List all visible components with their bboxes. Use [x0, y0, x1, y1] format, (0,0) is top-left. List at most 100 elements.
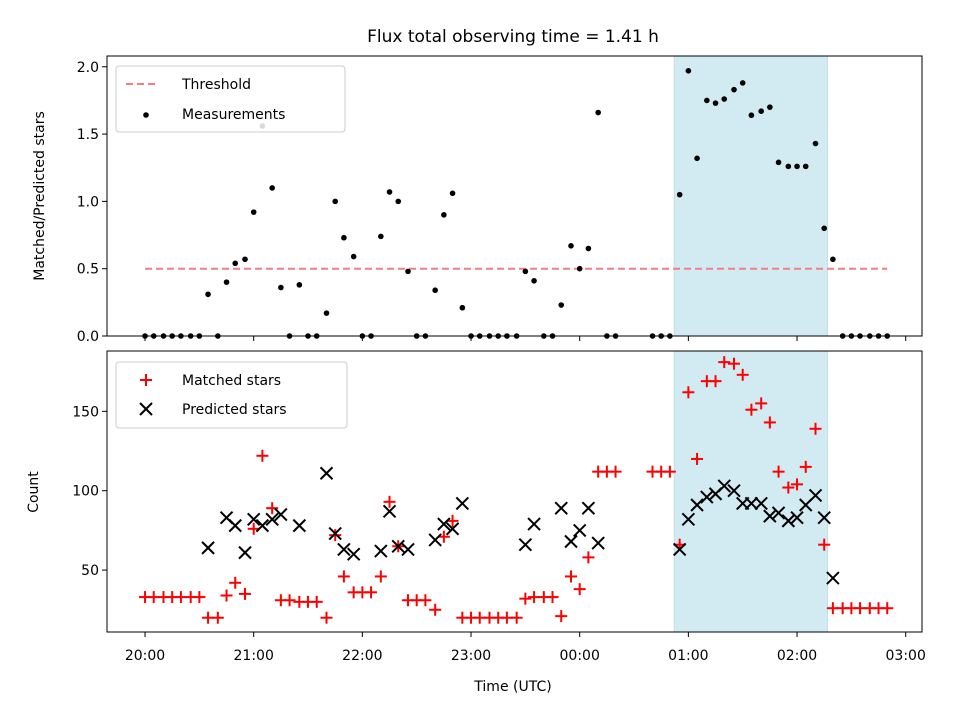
matched-star-point [791, 478, 804, 491]
measurement-point [405, 268, 411, 275]
matched-star-point [772, 465, 785, 478]
measurement-point [386, 189, 393, 195]
count-marks [139, 356, 894, 624]
measurement-point [205, 291, 211, 298]
predicted-star-point [346, 547, 361, 561]
measurement-point [812, 140, 819, 147]
measurement-point [232, 260, 239, 267]
matched-star-point [374, 570, 387, 583]
count-legend-box [115, 361, 348, 429]
measurement-point [459, 304, 466, 311]
predicted-star-point [292, 518, 307, 533]
measurement-point [341, 234, 347, 241]
count-y-tick-label: 100 [72, 484, 99, 500]
matched-star-point [663, 465, 676, 478]
count-panel: 50 100 150 20:00 21:00 22:00 23:00 00:00 01:00 0… [26, 350, 926, 695]
measurement-point [350, 253, 357, 260]
predicted-star-point [246, 512, 261, 526]
predicted-star-point [672, 542, 687, 557]
predicted-star-point [518, 537, 533, 552]
ratio-legend: Threshold Measurements [115, 65, 346, 133]
measurement-point [748, 112, 755, 119]
x-axis-title: Time (UTC) [473, 679, 551, 695]
predicted-star-point [591, 536, 605, 550]
measurement-point [767, 104, 773, 110]
matched-star-point [419, 594, 432, 607]
measurement-point [531, 278, 537, 284]
matched-star-point [546, 591, 559, 604]
measurement-point [441, 212, 447, 218]
ratio-axes-frame [106, 55, 923, 337]
predicted-star-point [382, 504, 397, 519]
matched-star-point [736, 368, 749, 381]
ratio-y-tick-label: 0.5 [77, 262, 99, 278]
measurement-point [576, 265, 583, 272]
x-tick-label: 23:00 [451, 648, 491, 664]
measurement-point [739, 80, 746, 86]
matched-star-point [755, 397, 768, 410]
predicted-star-point [572, 523, 587, 538]
predicted-legend-swatch [139, 402, 153, 416]
matched-star-point [718, 356, 731, 369]
measurement-point [676, 191, 683, 198]
predicted-star-point [763, 509, 777, 523]
measurement-point [785, 163, 792, 170]
matched-star-point [446, 514, 459, 527]
predicted-star-point [817, 510, 831, 525]
measurement-point [296, 282, 303, 288]
matched-legend-label: Matched stars [182, 373, 281, 389]
measurement-point [802, 163, 809, 170]
count-highlight-span [673, 350, 828, 633]
matched-star-point [709, 375, 722, 388]
matched-star-point [573, 583, 586, 596]
predicted-star-point [527, 517, 541, 531]
measurement-point [242, 256, 248, 263]
predicted-star-point [265, 512, 279, 526]
matched-star-point [211, 611, 224, 624]
measurement-point [378, 233, 384, 240]
matched-star-point [365, 586, 378, 599]
count-y-tick-label: 150 [72, 404, 99, 420]
predicted-star-point [754, 496, 768, 511]
count-y-tick-label: 50 [81, 563, 99, 579]
measurement-point [775, 159, 782, 166]
matched-star-point [510, 611, 523, 624]
matched-star-point [239, 587, 252, 600]
matched-star-point [818, 538, 831, 551]
count-y-axis-title: Count [26, 471, 42, 513]
x-tick-label: 20:00 [125, 648, 165, 664]
matched-star-point [582, 551, 595, 564]
ratio-y-tick-label: 0.0 [77, 329, 99, 345]
predicted-star-point [554, 501, 568, 515]
predicted-star-point [681, 512, 696, 526]
ratio-highlight-span [673, 55, 828, 337]
matched-star-point [320, 611, 333, 624]
x-tick-label: 21:00 [234, 648, 274, 664]
measurement-point [250, 209, 257, 215]
ratio-x-ticks [144, 336, 907, 341]
ratio-y-ticks: 0.0 0.5 1.0 1.5 2.0 [77, 60, 107, 345]
predicted-star-point [201, 541, 215, 555]
measurement-point [522, 268, 529, 275]
measurement-point [830, 256, 836, 263]
matched-star-point [383, 495, 396, 508]
ratio-y-tick-label: 2.0 [77, 60, 99, 76]
predicted-star-point [781, 514, 796, 528]
count-y-ticks: 50 100 150 [72, 404, 107, 579]
predicted-star-point [790, 510, 804, 525]
ratio-y-tick-label: 1.5 [77, 127, 99, 143]
x-tick-label: 01:00 [668, 648, 708, 664]
matched-star-point [337, 570, 350, 583]
predicted-star-point [255, 518, 270, 533]
predicted-star-point [238, 545, 252, 560]
predicted-star-point [391, 539, 405, 553]
predicted-star-point [744, 496, 759, 511]
measurement-point [685, 68, 692, 74]
predicted-star-point [700, 490, 714, 504]
ratio-y-axis-title: Matched/Predicted stars [32, 111, 48, 281]
matched-star-point [519, 592, 532, 605]
matched-star-point [809, 422, 822, 435]
predicted-star-point [374, 544, 388, 558]
measurement-point [721, 96, 728, 102]
